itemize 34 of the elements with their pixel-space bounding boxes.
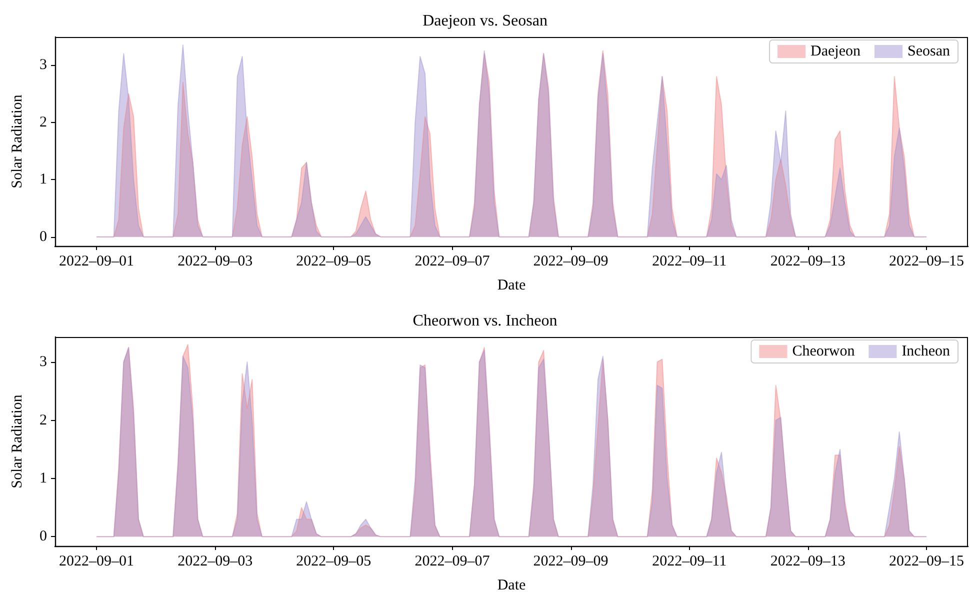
x-axis-title: Date <box>497 278 526 294</box>
chart-title: Cheorwon vs. Incheon <box>412 312 558 330</box>
y-axis-title: Solar Radiation <box>10 394 26 488</box>
x-tick-label: 2022–09–15 <box>889 554 964 570</box>
x-tick-label: 2022–09–07 <box>414 554 490 570</box>
y-axis-title: Solar Radiation <box>10 94 26 188</box>
y-tick-label: 2 <box>40 114 47 130</box>
y-tick-label: 0 <box>40 228 47 245</box>
x-tick-label: 2022–09–13 <box>770 254 846 270</box>
y-tick-label: 0 <box>40 528 47 545</box>
x-tick-label: 2022–09–05 <box>296 254 372 270</box>
x-tick-label: 2022–09–13 <box>770 554 846 570</box>
x-tick-label: 2022–09–03 <box>178 254 253 270</box>
x-tick-label: 2022–09–11 <box>652 554 727 570</box>
y-tick-label: 1 <box>40 172 47 188</box>
x-tick-label: 2022–09–07 <box>414 254 490 270</box>
legend-label: Daejeon <box>810 44 862 60</box>
x-tick-label: 2022–09–15 <box>889 254 964 270</box>
x-tick-label: 2022–09–11 <box>652 254 727 270</box>
x-axis-title: Date <box>497 578 526 594</box>
legend-label: Cheorwon <box>792 344 856 360</box>
x-tick-label: 2022–09–09 <box>533 254 608 270</box>
x-tick-label: 2022–09–05 <box>296 554 372 570</box>
legend-label: Incheon <box>902 344 950 360</box>
x-tick-label: 2022–09–01 <box>59 254 134 270</box>
x-tick-label: 2022–09–01 <box>59 554 134 570</box>
y-tick-label: 2 <box>40 412 47 428</box>
x-tick-label: 2022–09–03 <box>178 554 253 570</box>
y-tick-label: 1 <box>40 470 47 486</box>
legend-label: Seosan <box>908 44 950 60</box>
x-tick-label: 2022–09–09 <box>533 554 608 570</box>
chart-title: Daejeon vs. Seosan <box>422 12 548 30</box>
y-tick-label: 3 <box>40 354 47 370</box>
y-tick-label: 3 <box>40 57 47 74</box>
